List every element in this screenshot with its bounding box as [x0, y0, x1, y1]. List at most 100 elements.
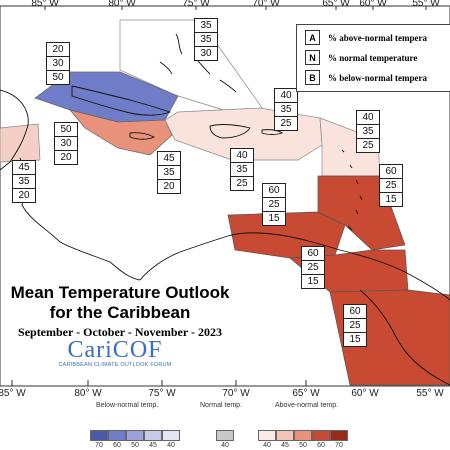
prob-above: 35 [195, 19, 217, 33]
probability-box-trinidad: 60 25 15 [301, 246, 325, 289]
prob-below: 20 [163, 181, 175, 192]
probability-box-windwards: 60 25 15 [379, 164, 403, 207]
legend-below-title: Below-normal temp. [96, 402, 159, 409]
legend-value: 60 [113, 442, 121, 449]
legend-value: 40 [263, 442, 271, 449]
legend-normal-title: Normal temp. [200, 402, 243, 409]
prob-normal: 25 [344, 319, 366, 333]
legend-swatch [144, 430, 162, 441]
prob-above: 20 [47, 43, 69, 57]
prob-normal: 35 [275, 103, 297, 117]
key-text: % above-normal tempera [328, 32, 427, 43]
prob-above: 45 [13, 161, 35, 175]
probability-box-guianas: 60 25 15 [343, 304, 367, 347]
prob-normal: 30 [47, 57, 69, 71]
prob-below: 25 [236, 178, 248, 189]
lon-label: 60° W [359, 0, 387, 9]
legend-swatch [330, 430, 348, 441]
legend-swatch [162, 430, 180, 441]
key-row-below: B % below-normal tempera [305, 70, 427, 85]
prob-above: 45 [158, 152, 180, 166]
probability-box-cuba: 20 30 50 [46, 42, 70, 85]
lon-label: 60° W [351, 388, 379, 399]
bottom-longitude-labels: 85° W 80° W 75° W 70° W 65° W 60° W 55° … [0, 388, 450, 400]
probability-key: A % above-normal tempera N % normal temp… [296, 24, 450, 92]
legend-swatch [126, 430, 144, 441]
prob-above: 40 [357, 111, 379, 125]
lon-label: 75° W [182, 0, 210, 9]
prob-above: 60 [302, 247, 324, 261]
prob-normal: 25 [380, 179, 402, 193]
legend-value: 70 [95, 442, 103, 449]
lon-label: 85° W [31, 0, 59, 9]
prob-below: 30 [200, 48, 212, 59]
probability-box-belize: 45 35 20 [12, 160, 36, 203]
color-legend: Below-normal temp. Normal temp. Above-no… [0, 400, 450, 450]
lon-label: 70° W [252, 0, 280, 9]
key-letter: B [305, 70, 320, 85]
key-letter: N [305, 50, 320, 65]
prob-above: 50 [55, 123, 77, 137]
prob-below: 50 [52, 72, 64, 83]
legend-swatch [258, 430, 276, 441]
lon-label: 65° W [322, 0, 350, 9]
legend-value: 40 [221, 442, 229, 449]
map-title: Mean Temperature Outlook [10, 283, 230, 302]
top-longitude-labels: 85° W 80° W 75° W 70° W 65° W 60° W 55° … [0, 0, 450, 10]
legend-swatch [276, 430, 294, 441]
prob-above: 60 [263, 184, 285, 198]
caricof-logo: CariCOF CARIBBEAN CLIMATE OUTLOOK FORUM [40, 338, 190, 372]
prob-above: 60 [380, 165, 402, 179]
lon-label: 55° W [412, 0, 440, 9]
prob-below: 25 [362, 140, 374, 151]
forecast-period: September - October - November - 2023 [18, 325, 222, 339]
probability-box-hispaniola: 40 35 25 [274, 88, 298, 131]
prob-normal: 35 [231, 163, 253, 177]
lon-label: 80° W [74, 388, 102, 399]
region-caribbean-sea [227, 211, 346, 259]
logo-wordmark: CariCOF [67, 337, 163, 363]
legend-value: 70 [335, 442, 343, 449]
prob-normal: 25 [263, 198, 285, 212]
prob-above: 40 [275, 89, 297, 103]
key-letter: A [305, 30, 320, 45]
legend-swatch [108, 430, 126, 441]
legend-value: 45 [149, 442, 157, 449]
lon-label: 70° W [222, 388, 250, 399]
prob-normal: 35 [195, 33, 217, 47]
legend-value: 40 [167, 442, 175, 449]
probability-box-jamaica-south: 45 35 20 [157, 151, 181, 194]
region-belize [0, 123, 41, 163]
probability-box-caribbean-sea: 60 25 15 [262, 183, 286, 226]
prob-normal: 30 [55, 137, 77, 151]
legend-value: 45 [281, 442, 289, 449]
key-text: % normal temperature [328, 52, 418, 63]
prob-below: 15 [307, 276, 319, 287]
prob-below: 20 [60, 152, 72, 163]
key-row-normal: N % normal temperature [305, 50, 417, 65]
prob-normal: 35 [158, 166, 180, 180]
lon-label: 80° W [108, 0, 136, 9]
prob-below: 20 [18, 190, 30, 201]
prob-below: 15 [385, 194, 397, 205]
prob-normal: 35 [13, 175, 35, 189]
probability-box-cayman-jamaica: 50 30 20 [54, 122, 78, 165]
map-title-block: Mean Temperature Outlook for the Caribbe… [0, 283, 240, 340]
region-cayman-jamaica [69, 109, 173, 156]
lon-label: 55° W [416, 388, 444, 399]
legend-value: 50 [131, 442, 139, 449]
prob-above: 40 [231, 149, 253, 163]
probability-box-bahamas: 35 35 30 [194, 18, 218, 61]
probability-box-hispaniola-south: 40 35 25 [230, 148, 254, 191]
prob-below: 15 [268, 213, 280, 224]
key-row-above: A % above-normal tempera [305, 30, 427, 45]
legend-swatch [294, 430, 312, 441]
logo-subtitle: CARIBBEAN CLIMATE OUTLOOK FORUM [58, 362, 172, 368]
legend-value: 50 [299, 442, 307, 449]
legend-swatch [90, 430, 108, 441]
legend-above-title: Above-normal temp. [275, 402, 339, 409]
prob-normal: 25 [302, 261, 324, 275]
probability-box-leewards: 40 35 25 [356, 110, 380, 153]
lon-label: 75° W [148, 388, 176, 399]
key-text: % below-normal tempera [328, 72, 427, 83]
